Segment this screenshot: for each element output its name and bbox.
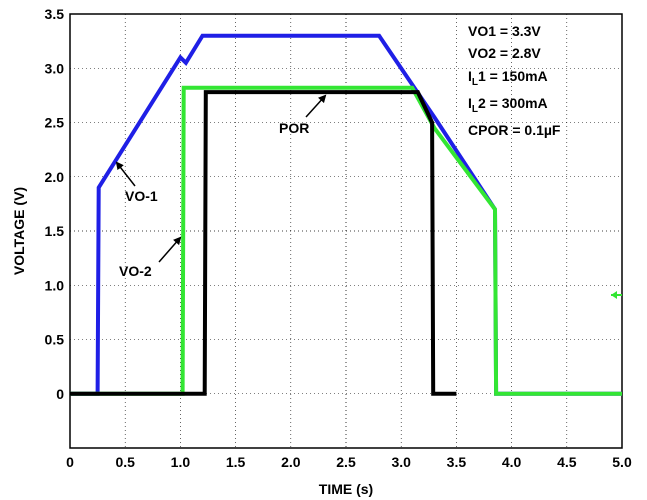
y-tick-label: 1.0 <box>45 277 65 293</box>
y-tick-label: 0.5 <box>45 332 65 348</box>
x-tick-label: 2.0 <box>281 454 301 470</box>
test-conditions: VO1 = 3.3V VO2 = 2.8V IL1 = 150mA IL2 = … <box>468 23 561 138</box>
y-ticks: 0 0.5 1.0 1.5 2.0 2.5 3.0 3.5 <box>45 6 65 402</box>
x-ticks: 0 0.5 1.0 1.5 2.0 2.5 3.0 3.5 4.0 4.5 5.0 <box>66 454 632 470</box>
y-tick-label: 2.5 <box>45 115 65 131</box>
condition-cpor: CPOR = 0.1µF <box>468 122 561 138</box>
condition-il2: IL2 = 300mA <box>468 95 548 115</box>
x-tick-label: 3.0 <box>391 454 411 470</box>
annotation-vo1-label: VO-1 <box>125 188 158 204</box>
x-tick-label: 1.0 <box>171 454 191 470</box>
series-group <box>70 33 622 396</box>
condition-vo2: VO2 = 2.8V <box>468 45 541 61</box>
y-tick-label: 1.5 <box>45 223 65 239</box>
plot-frame <box>69 13 623 449</box>
y-tick-label: 3.0 <box>45 60 65 76</box>
y-tick-label: 2.0 <box>45 169 65 185</box>
annotation-por-label: POR <box>279 120 309 136</box>
x-tick-label: 4.5 <box>557 454 577 470</box>
x-tick-label: 4.0 <box>502 454 522 470</box>
grid <box>69 13 623 449</box>
x-tick-label: 0 <box>66 454 74 470</box>
y-tick-label: 0 <box>56 386 64 402</box>
x-tick-label: 1.5 <box>226 454 246 470</box>
condition-vo1: VO1 = 3.3V <box>468 23 541 39</box>
annotation-vo2: VO-2 <box>119 236 182 279</box>
condition-il2-value: 2 = 300mA <box>478 95 548 111</box>
x-tick-label: 3.5 <box>447 454 467 470</box>
series-por-line <box>70 90 457 396</box>
annotation-vo1: VO-1 <box>115 161 158 204</box>
annotation-por: POR <box>279 94 327 136</box>
annotation-vo2-arrow <box>158 236 182 263</box>
condition-il1: IL1 = 150mA <box>468 68 548 88</box>
green-edge-marker <box>611 291 622 299</box>
x-tick-label: 2.5 <box>336 454 356 470</box>
x-tick-label: 0.5 <box>115 454 135 470</box>
x-axis-title: TIME (s) <box>319 481 373 497</box>
condition-il1-value: 1 = 150mA <box>478 68 548 84</box>
annotation-por-arrow <box>305 94 327 118</box>
y-tick-label: 3.5 <box>45 6 65 22</box>
annotation-vo2-label: VO-2 <box>119 263 152 279</box>
y-axis-title: VOLTAGE (V) <box>11 187 27 275</box>
annotation-vo1-arrow <box>115 161 136 187</box>
x-tick-label: 5.0 <box>612 454 632 470</box>
